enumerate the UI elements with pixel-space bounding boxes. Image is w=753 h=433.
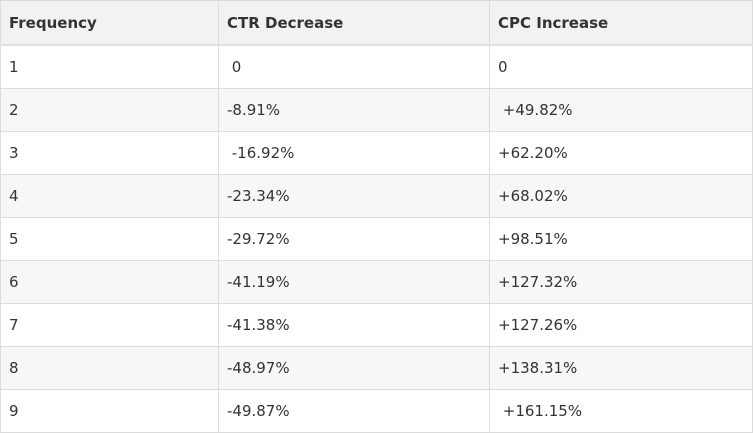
cell-ctr: -48.97% xyxy=(218,346,490,390)
table-row: 5 -29.72% +98.51% xyxy=(0,217,753,261)
table-row: 2 -8.91% +49.82% xyxy=(0,88,753,132)
cell-cpc: +98.51% xyxy=(489,217,753,261)
cell-ctr: -23.34% xyxy=(218,174,490,218)
cell-frequency: 5 xyxy=(0,217,219,261)
cell-cpc: 0 xyxy=(489,44,753,89)
cell-cpc: +68.02% xyxy=(489,174,753,218)
cell-frequency: 2 xyxy=(0,88,219,132)
cell-cpc: +127.26% xyxy=(489,303,753,347)
table-row: 6 -41.19% +127.32% xyxy=(0,260,753,304)
header-ctr-decrease: CTR Decrease xyxy=(218,0,490,46)
cell-ctr: 0 xyxy=(218,44,490,89)
cell-frequency: 3 xyxy=(0,131,219,175)
cell-cpc: +62.20% xyxy=(489,131,753,175)
cell-cpc: +49.82% xyxy=(489,88,753,132)
cell-frequency: 8 xyxy=(0,346,219,390)
cell-cpc: +161.15% xyxy=(489,389,753,433)
table-row: 4 -23.34% +68.02% xyxy=(0,174,753,218)
cell-ctr: -41.19% xyxy=(218,260,490,304)
cell-frequency: 1 xyxy=(0,44,219,89)
table-header-row: Frequency CTR Decrease CPC Increase xyxy=(0,0,753,46)
cell-cpc: +138.31% xyxy=(489,346,753,390)
header-cpc-increase: CPC Increase xyxy=(489,0,753,46)
table-row: 1 0 0 xyxy=(0,44,753,89)
cell-frequency: 6 xyxy=(0,260,219,304)
header-frequency: Frequency xyxy=(0,0,219,46)
cell-frequency: 4 xyxy=(0,174,219,218)
cell-cpc: +127.32% xyxy=(489,260,753,304)
cell-ctr: -29.72% xyxy=(218,217,490,261)
table-row: 9 -49.87% +161.15% xyxy=(0,389,753,433)
cell-ctr: -49.87% xyxy=(218,389,490,433)
cell-frequency: 9 xyxy=(0,389,219,433)
cell-frequency: 7 xyxy=(0,303,219,347)
cell-ctr: -41.38% xyxy=(218,303,490,347)
table-row: 3 -16.92% +62.20% xyxy=(0,131,753,175)
table-row: 7 -41.38% +127.26% xyxy=(0,303,753,347)
cell-ctr: -8.91% xyxy=(218,88,490,132)
cell-ctr: -16.92% xyxy=(218,131,490,175)
table-row: 8 -48.97% +138.31% xyxy=(0,346,753,390)
